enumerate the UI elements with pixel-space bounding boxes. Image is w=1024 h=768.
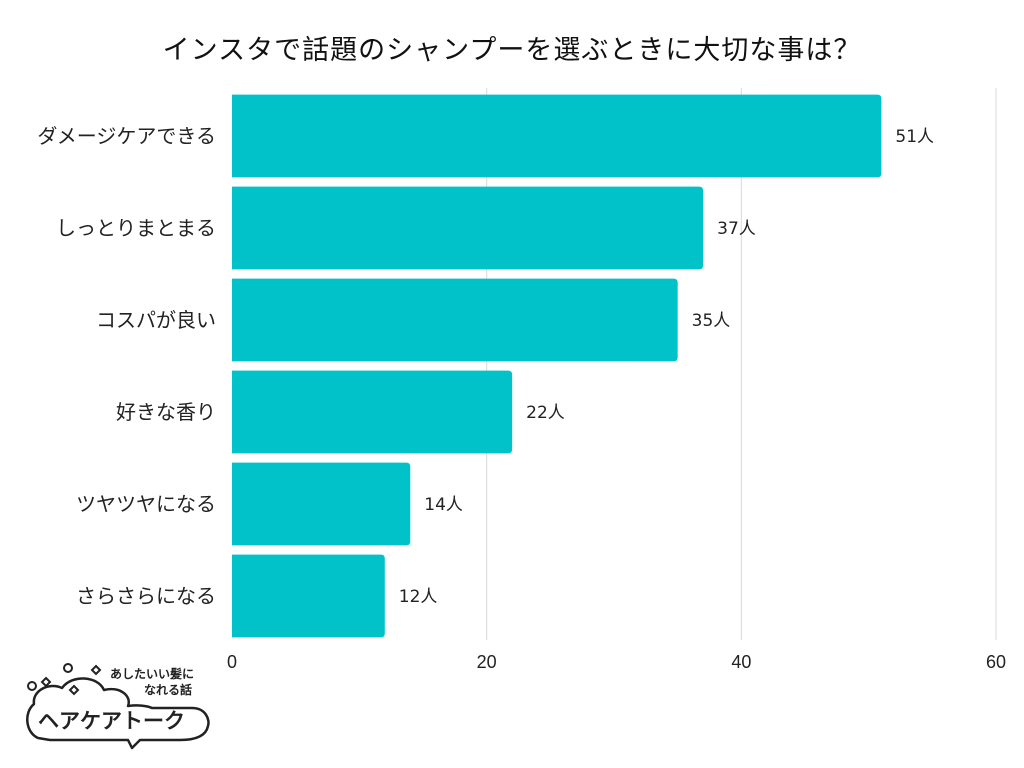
bar [232, 94, 882, 178]
category-label: 好きな香り [116, 400, 216, 424]
logo-tagline-2: なれる話 [144, 682, 192, 697]
category-labels: ダメージケアできるしっとりまとまるコスパが良い好きな香りツヤツヤになるさらさらに… [37, 124, 216, 608]
bar [232, 186, 704, 270]
category-label: さらさらになる [76, 584, 216, 608]
category-label: しっとりまとまる [56, 216, 216, 240]
data-label: 12人 [399, 587, 438, 607]
x-axis-ticks: 0 20 40 60 [227, 652, 1006, 672]
bar [232, 554, 385, 638]
x-tick-label: 60 [986, 652, 1006, 672]
logo-tagline-1: あしたいい髪に [110, 666, 194, 681]
sparkle-diamond [40, 676, 52, 688]
sparkle-circle [63, 663, 73, 673]
data-label: 14人 [424, 495, 463, 515]
data-label: 37人 [717, 219, 756, 239]
category-label: ダメージケアできる [37, 124, 216, 148]
category-label: コスパが良い [96, 308, 216, 332]
data-label: 22人 [526, 403, 565, 423]
bars [232, 94, 882, 638]
logo-name: ヘアケアトーク [38, 709, 185, 733]
bar [232, 462, 411, 546]
bar [232, 278, 678, 362]
gridlines [486, 88, 997, 640]
brand-logo: あしたいい髪に なれる話 ヘアケアトーク [20, 660, 220, 750]
speech-bubble-outline [26, 677, 210, 750]
data-label: 51人 [895, 127, 934, 147]
sparkle-diamond [90, 664, 102, 676]
x-tick-label: 20 [477, 652, 497, 672]
sparkle-diamond [68, 684, 80, 696]
bar [232, 370, 513, 454]
value-labels: 51人 37人 35人 22人 14人 12人 [399, 127, 934, 607]
sparkle-circle [27, 681, 37, 691]
chart-title: インスタで話題のシャンプーを選ぶときに大切な事は？ [162, 35, 862, 66]
category-label: ツヤツヤになる [76, 492, 216, 516]
data-label: 35人 [692, 311, 731, 331]
x-tick-label: 0 [227, 652, 237, 672]
x-tick-label: 40 [731, 652, 751, 672]
